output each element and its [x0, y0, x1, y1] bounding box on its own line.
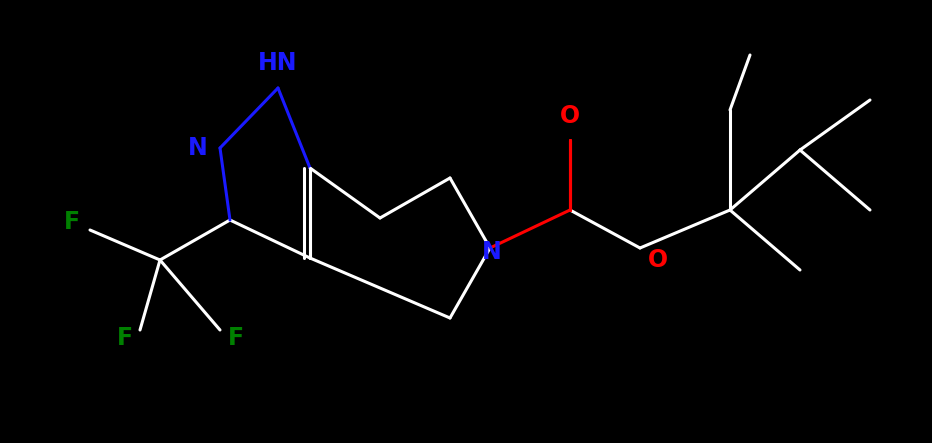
Text: HN: HN — [258, 51, 297, 75]
Text: N: N — [482, 240, 501, 264]
Text: O: O — [648, 248, 668, 272]
Text: F: F — [228, 326, 244, 350]
Text: F: F — [116, 326, 133, 350]
Text: O: O — [560, 104, 580, 128]
Text: N: N — [188, 136, 208, 160]
Text: F: F — [64, 210, 80, 234]
